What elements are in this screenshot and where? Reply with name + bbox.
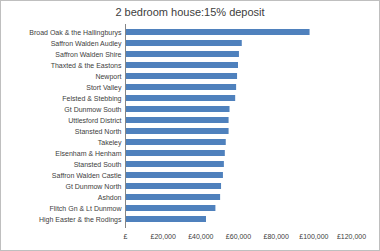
svg-text:Takeley: Takeley — [98, 139, 122, 147]
svg-text:Saffron Walden Shire: Saffron Walden Shire — [55, 51, 121, 58]
svg-text:Saffron Walden Audley: Saffron Walden Audley — [51, 40, 122, 48]
svg-text:Flitch Gn & Lt Dunmow: Flitch Gn & Lt Dunmow — [50, 205, 123, 212]
svg-text:Gt Dunmow South: Gt Dunmow South — [64, 106, 121, 113]
svg-text:£: £ — [124, 233, 128, 240]
svg-text:Elsenham & Henham: Elsenham & Henham — [55, 150, 121, 157]
html-text:2 bedroom house:15% deposit: 2 bedroom house:15% deposit — [115, 6, 265, 18]
svg-text:£60,000: £60,000 — [226, 233, 251, 240]
svg-text:Broad Oak & the Hallingburys: Broad Oak & the Hallingburys — [29, 29, 122, 37]
svg-text:Thaxted & the Eastons: Thaxted & the Eastons — [51, 62, 122, 69]
svg-text:£120,000: £120,000 — [337, 233, 366, 240]
svg-text:Stort Valley: Stort Valley — [86, 84, 122, 92]
svg-text:Ashdon: Ashdon — [98, 194, 122, 201]
svg-text:Gt Dunmow North: Gt Dunmow North — [65, 183, 121, 190]
svg-text:Stansted North: Stansted North — [75, 128, 122, 135]
svg-text:£20,000: £20,000 — [151, 233, 176, 240]
svg-text:£100,000: £100,000 — [299, 233, 328, 240]
svg-text:Saffron Walden Castle: Saffron Walden Castle — [52, 172, 122, 179]
svg-text:Stansted South: Stansted South — [74, 161, 122, 168]
svg-text:Felsted & Stebbing: Felsted & Stebbing — [62, 95, 121, 103]
svg-text:£80,000: £80,000 — [264, 233, 289, 240]
svg-text:Uttlesford District: Uttlesford District — [68, 117, 121, 124]
svg-text:Newport: Newport — [95, 73, 121, 81]
svg-text:£40,000: £40,000 — [188, 233, 213, 240]
svg-text:High Easter & the Rodings: High Easter & the Rodings — [39, 216, 122, 224]
